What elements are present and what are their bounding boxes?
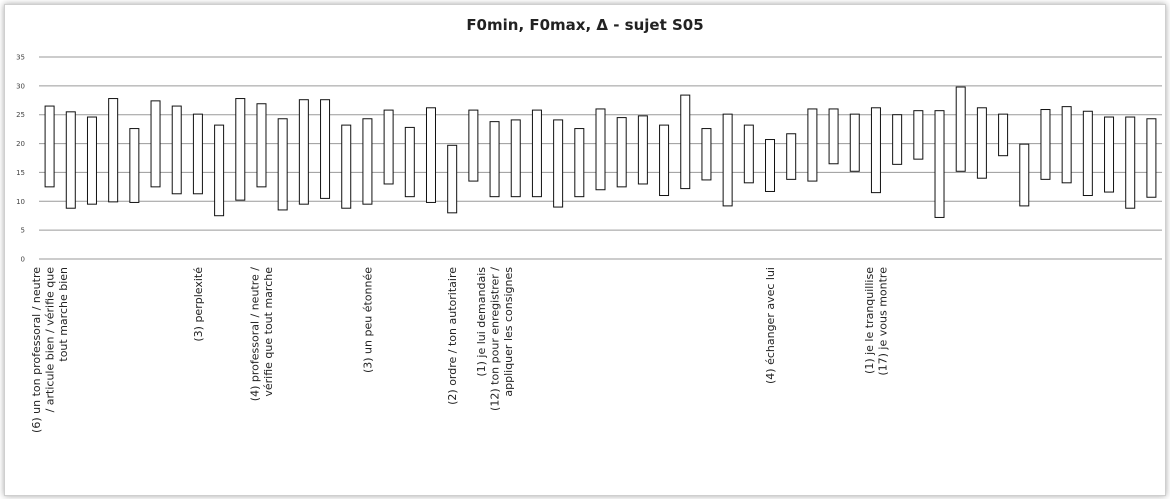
y-tick-label: 15 [16,169,25,177]
category-label: vérifie que tout marche [262,267,275,397]
range-bar [1082,110,1093,197]
range-bar [235,98,246,201]
y-tick-label: 20 [16,140,25,148]
range-bar [955,86,966,172]
category-label: (3) perplexité [192,267,205,342]
range-bar [637,115,648,185]
range-bar [807,108,818,182]
category-label: (6) un ton professoral / neutre [30,267,43,433]
y-tick-label: 30 [16,82,25,90]
range-bar [934,110,945,218]
range-bar [510,119,521,198]
range-bar [870,107,881,194]
range-bar [425,107,436,203]
range-bar [616,117,627,188]
range-bar [998,113,1009,157]
range-bar [192,113,203,195]
range-bar [150,100,161,188]
range-bar [913,110,924,160]
category-label: (1) je le tranquillise [863,267,876,374]
range-bar [786,133,797,180]
chart-title: F0min, F0max, Δ - sujet S05 [466,16,703,34]
range-bars [44,86,1157,218]
category-label: (17) je vous montre [877,267,890,376]
range-bar [171,105,182,195]
range-bar [659,124,670,197]
range-bar [129,128,140,203]
range-bar [362,118,373,205]
range-bar [404,126,415,198]
range-bar [256,103,267,188]
range-bar [65,111,76,209]
range-bar [765,139,776,192]
category-label: (12) ton pour enregistrer / [489,267,502,411]
category-label: tout marche bien [57,267,70,362]
range-bar [468,109,479,182]
range-bar [976,107,987,179]
category-label: (3) un peu étonnée [361,267,374,373]
range-bar [489,121,500,198]
range-bar [383,109,394,185]
f0-range-chart: F0min, F0max, Δ - sujet S05 0 5 10 15 20 25 30… [16,16,1162,433]
range-bar [341,124,352,209]
y-tick-label: 0 [21,256,25,264]
category-label: (4) professoral / neutre / [249,267,262,401]
range-bar [320,99,331,199]
category-label: / articule bien / vérifie que [44,267,57,413]
range-bar [44,105,55,188]
category-label: (4) échanger avec lui [764,267,777,384]
range-bar [892,114,903,165]
y-tick-label: 10 [16,198,25,206]
range-bar [86,116,97,205]
y-tick-label: 35 [16,54,25,62]
range-bar [531,109,542,198]
range-bar [1104,116,1115,193]
y-tick-label: 25 [16,111,25,119]
range-bar [743,124,754,184]
range-bar [574,128,585,198]
range-bar [298,99,309,205]
range-bar [849,113,860,172]
range-bar [1019,143,1030,207]
range-bar [214,124,225,217]
range-bar [447,144,458,214]
range-bar [108,98,119,203]
category-label: (2) ordre / ton autoritaire [446,267,459,405]
range-bar [553,119,564,208]
chart-frame: F0min, F0max, Δ - sujet S05 0 5 10 15 20 25 30… [4,4,1166,496]
range-bar [277,118,288,211]
range-bar [1061,106,1072,184]
range-bar [1125,116,1136,209]
range-bar [595,108,606,191]
y-tick-label: 5 [21,227,25,235]
y-axis: 0 5 10 15 20 25 30 35 [16,54,25,264]
category-label: appliquer les consignes [502,267,515,397]
category-labels: (6) un ton professoral / neutre / articul… [30,267,890,433]
range-bar [1146,118,1157,198]
range-bar [828,108,839,165]
category-label: (1) je lui demandais [475,267,488,377]
range-bar [1040,109,1051,180]
range-bar [680,94,691,190]
range-bar [722,113,733,207]
range-bar [701,128,712,181]
